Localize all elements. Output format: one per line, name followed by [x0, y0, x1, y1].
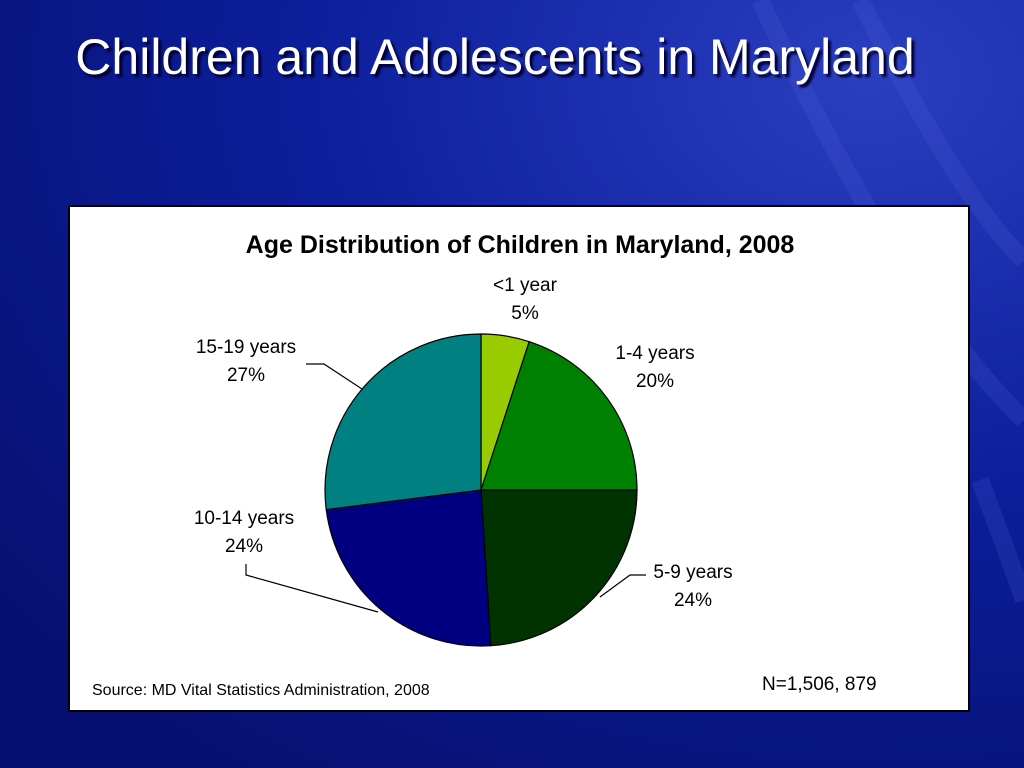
slice-label-4-value: 27%: [226, 365, 266, 386]
slice-label-1-value: 20%: [635, 371, 675, 392]
slice-label-1-name: 1-4 years: [615, 343, 695, 364]
slice-label-0-name: <1 year: [493, 275, 557, 296]
slice-label-0-value: 5%: [511, 303, 539, 324]
pie-chart: [245, 333, 646, 647]
slice-label-2-value: 24%: [673, 590, 713, 611]
chart-panel: Age Distribution of Children in Maryland…: [68, 205, 970, 712]
slice-label-2-name: 5-9 years: [653, 562, 733, 583]
leader-lines: [245, 363, 646, 613]
pie-slice-1: [480, 340, 638, 491]
pie-slice-4: [324, 333, 482, 511]
slide-title: Children and Adolescents in Maryland: [75, 29, 915, 85]
sample-size-note: N=1,506, 879: [762, 674, 877, 695]
pie-slice-2: [480, 489, 638, 647]
slice-label-0: <1 year 5%: [470, 272, 580, 328]
chart-title: Age Distribution of Children in Maryland…: [245, 231, 795, 259]
slice-label-2: 5-9 years 24%: [633, 559, 753, 615]
pie-slice-3: [325, 489, 492, 647]
slice-label-3-value: 24%: [224, 536, 264, 557]
source-note: Source: MD Vital Statistics Administrati…: [92, 682, 430, 699]
leader-line-15-19: [306, 363, 363, 390]
slice-label-3: 10-14 years 24%: [174, 505, 314, 561]
slice-label-3-name: 10-14 years: [193, 508, 295, 529]
leader-line-5-9: [599, 574, 646, 598]
pie-slices: [324, 333, 638, 647]
slice-label-1: 1-4 years 20%: [600, 340, 710, 396]
leader-line-10-14: [245, 564, 379, 613]
slice-label-4-name: 15-19 years: [195, 337, 297, 358]
slice-label-4: 15-19 years 27%: [176, 334, 316, 390]
